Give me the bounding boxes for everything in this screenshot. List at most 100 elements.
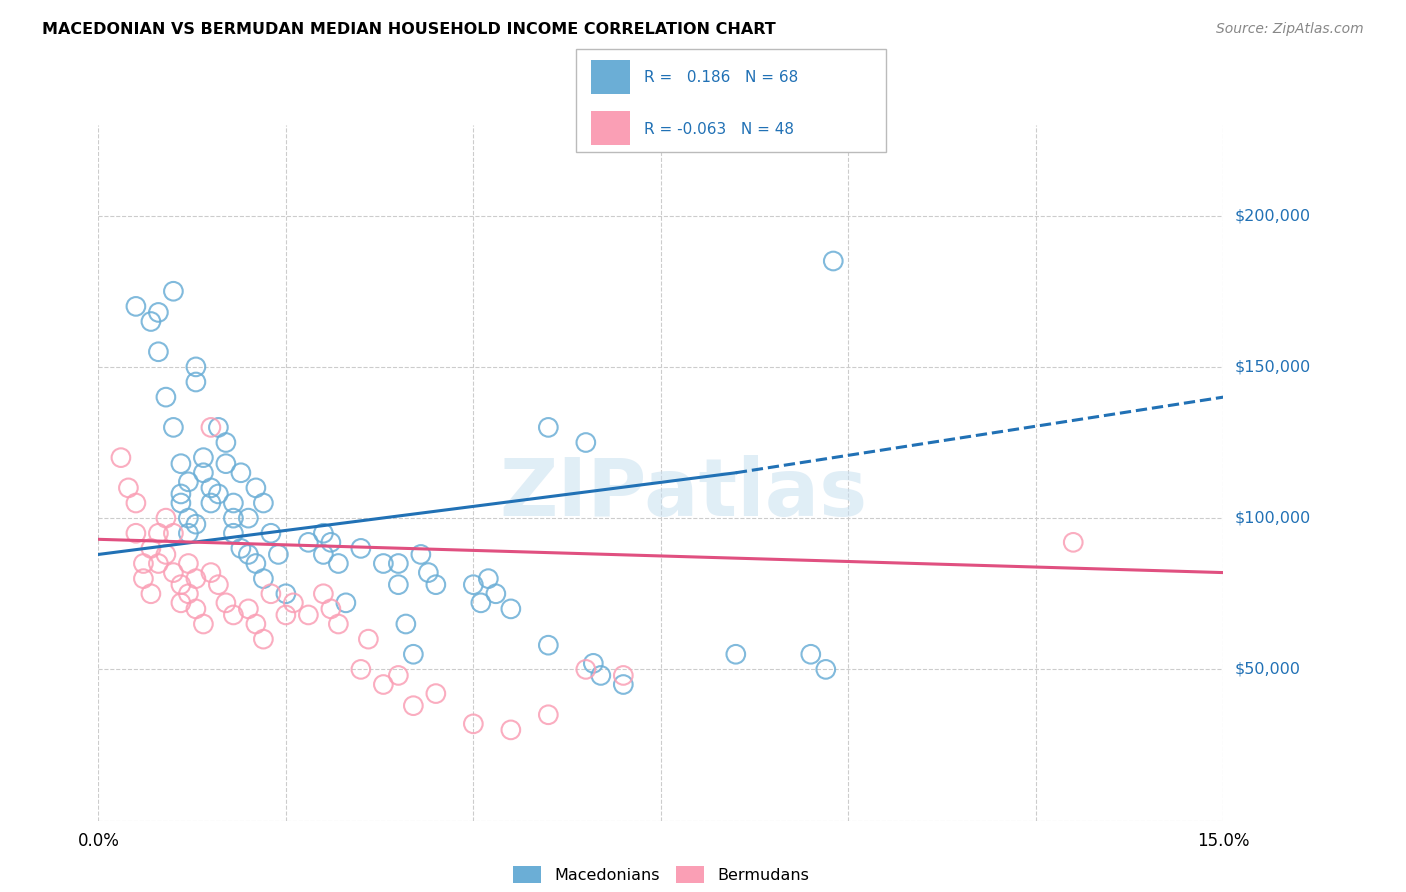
Text: $200,000: $200,000 <box>1234 208 1310 223</box>
Point <box>132 557 155 571</box>
Point <box>200 420 222 434</box>
Point <box>215 457 238 471</box>
Point <box>110 450 132 465</box>
Point <box>184 517 207 532</box>
Point <box>170 487 193 501</box>
Point <box>582 657 605 671</box>
Point <box>328 557 350 571</box>
Point <box>184 602 207 616</box>
Point <box>170 596 193 610</box>
Point <box>238 548 260 562</box>
Text: MACEDONIAN VS BERMUDAN MEDIAN HOUSEHOLD INCOME CORRELATION CHART: MACEDONIAN VS BERMUDAN MEDIAN HOUSEHOLD … <box>42 22 776 37</box>
Point <box>222 526 245 541</box>
Point <box>575 662 598 676</box>
Point <box>537 638 560 652</box>
Point <box>155 390 177 404</box>
Legend: Macedonians, Bermudans: Macedonians, Bermudans <box>506 860 815 889</box>
Point <box>274 607 297 622</box>
Point <box>319 602 342 616</box>
Point <box>350 662 373 676</box>
Text: ZIPatlas: ZIPatlas <box>499 455 868 533</box>
Point <box>184 572 207 586</box>
Point <box>222 496 245 510</box>
Point <box>148 557 170 571</box>
Point <box>148 526 170 541</box>
Point <box>162 526 184 541</box>
Point <box>485 587 508 601</box>
Point <box>463 577 485 591</box>
Point <box>387 668 409 682</box>
Point <box>319 535 342 549</box>
Point <box>207 577 229 591</box>
Point <box>148 305 170 319</box>
Point <box>537 707 560 722</box>
Point <box>800 647 823 661</box>
Point <box>274 587 297 601</box>
Point <box>425 577 447 591</box>
Point <box>193 450 215 465</box>
Point <box>260 526 283 541</box>
Point <box>177 587 200 601</box>
Point <box>162 420 184 434</box>
Point <box>395 617 418 632</box>
Point <box>373 557 395 571</box>
Point <box>425 687 447 701</box>
Point <box>312 587 335 601</box>
Point <box>200 566 222 580</box>
Point <box>155 511 177 525</box>
Point <box>162 285 184 299</box>
Point <box>260 587 283 601</box>
Point <box>238 602 260 616</box>
Point <box>177 526 200 541</box>
Point <box>470 596 492 610</box>
Point <box>814 662 837 676</box>
Point <box>207 487 229 501</box>
Point <box>177 511 200 525</box>
Point <box>283 596 305 610</box>
Point <box>589 668 612 682</box>
Point <box>170 457 193 471</box>
Point <box>357 632 380 647</box>
Point <box>238 511 260 525</box>
Point <box>125 496 148 510</box>
Point <box>823 254 845 268</box>
Point <box>252 632 274 647</box>
Point <box>125 526 148 541</box>
Point <box>267 548 290 562</box>
Text: $100,000: $100,000 <box>1234 510 1310 525</box>
Point <box>463 716 485 731</box>
Point <box>537 420 560 434</box>
Point <box>139 587 162 601</box>
Point <box>193 466 215 480</box>
Text: R =   0.186   N = 68: R = 0.186 N = 68 <box>644 70 799 86</box>
Point <box>148 344 170 359</box>
Point <box>335 596 357 610</box>
Point <box>350 541 373 556</box>
Point <box>184 375 207 389</box>
Point <box>252 572 274 586</box>
Point <box>139 314 162 328</box>
Point <box>297 607 319 622</box>
Point <box>245 617 267 632</box>
Point <box>200 481 222 495</box>
Point <box>418 566 440 580</box>
Point <box>612 668 634 682</box>
Text: Source: ZipAtlas.com: Source: ZipAtlas.com <box>1216 22 1364 37</box>
Point <box>387 557 409 571</box>
Point <box>245 557 267 571</box>
Point <box>499 723 522 737</box>
Point <box>409 548 432 562</box>
Point <box>200 496 222 510</box>
Point <box>297 535 319 549</box>
Text: $50,000: $50,000 <box>1234 662 1301 677</box>
Point <box>177 475 200 489</box>
Point <box>170 496 193 510</box>
Point <box>207 420 229 434</box>
Point <box>222 511 245 525</box>
Point <box>117 481 139 495</box>
Point <box>402 647 425 661</box>
Text: $150,000: $150,000 <box>1234 359 1310 375</box>
Point <box>477 572 499 586</box>
Point <box>139 541 162 556</box>
Point <box>170 577 193 591</box>
